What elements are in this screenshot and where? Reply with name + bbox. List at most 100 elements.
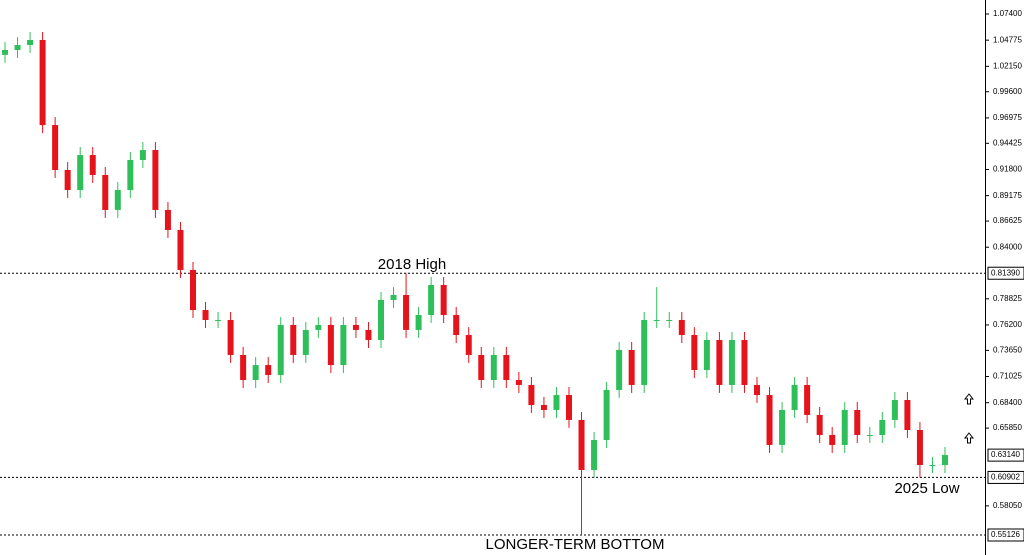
candle-body <box>591 439 598 470</box>
candle-body <box>703 340 710 371</box>
candle-body <box>215 319 222 321</box>
candle-body <box>302 329 309 355</box>
candle-body <box>678 319 685 336</box>
candle-body <box>89 155 96 175</box>
level-box <box>987 528 1024 542</box>
candle-body <box>641 319 648 385</box>
candle-body <box>779 409 786 445</box>
candle-body <box>77 155 84 191</box>
candle-body <box>766 395 773 445</box>
candle-body <box>603 389 610 440</box>
candle-body <box>252 365 259 380</box>
candle-body <box>440 284 447 315</box>
candle-body <box>841 409 848 445</box>
candle-body <box>265 365 272 375</box>
y-tick-label: 1.02150 <box>993 61 1022 70</box>
candle-body <box>453 314 460 336</box>
candle-body <box>754 384 760 396</box>
candle-body <box>728 340 735 385</box>
candle-body <box>102 174 109 210</box>
candle-body <box>891 400 898 420</box>
y-tick-label: 0.68400 <box>993 398 1022 407</box>
annotation: 2018 High <box>378 256 446 273</box>
annotation: LONGER-TERM BOTTOM <box>486 536 665 553</box>
candle-body <box>816 414 823 435</box>
y-tick-label: 0.58050 <box>993 501 1022 510</box>
candle-body <box>52 125 59 170</box>
last-price-box <box>987 448 1024 462</box>
candle-body <box>616 349 623 390</box>
candle-body <box>879 419 886 435</box>
candle-body <box>327 324 334 366</box>
candle-body <box>854 409 861 435</box>
level-label: 0.55126 <box>991 530 1020 539</box>
level-box <box>987 470 1024 484</box>
candle-body <box>515 379 522 385</box>
annotation: 2025 Low <box>894 480 959 497</box>
candle-body <box>403 294 410 330</box>
y-tick-label: 0.91800 <box>993 165 1022 174</box>
candle-body <box>315 324 322 330</box>
candle-body <box>340 324 347 366</box>
y-tick-label: 0.71025 <box>993 372 1022 381</box>
candle-body <box>653 319 660 321</box>
level-label: 0.60902 <box>991 473 1020 482</box>
y-tick-label: 0.84000 <box>993 242 1022 251</box>
y-tick-label: 1.07400 <box>993 9 1022 18</box>
candle-body <box>240 354 247 380</box>
candle-body <box>202 310 209 320</box>
last-price-label: 0.63140 <box>991 450 1020 459</box>
candle-body <box>139 150 146 161</box>
candle-body <box>415 314 422 330</box>
candle-body <box>277 324 284 375</box>
candle-body <box>578 419 585 470</box>
candle-body <box>39 40 46 126</box>
candle-body <box>114 190 121 210</box>
candle-body <box>14 44 21 50</box>
candle-body <box>290 324 297 355</box>
candle-body <box>227 319 234 355</box>
candle-body <box>791 384 798 410</box>
candle-body <box>2 49 8 55</box>
candle-body <box>666 319 673 321</box>
y-tick-label: 0.99600 <box>993 87 1022 96</box>
candle-body <box>164 209 171 230</box>
y-tick-label: 0.96975 <box>993 113 1022 122</box>
candle-body <box>465 335 472 355</box>
candle-body <box>804 384 811 415</box>
candle-body <box>27 40 34 45</box>
candle-body <box>365 329 372 341</box>
candle-body <box>490 354 497 380</box>
candle-body <box>929 464 936 466</box>
candle-body <box>691 335 698 371</box>
candle-body <box>829 434 836 445</box>
candle-body <box>378 299 384 341</box>
candle-body <box>866 434 873 436</box>
candle-body <box>716 340 723 385</box>
y-tick-label: 0.78825 <box>993 294 1022 303</box>
y-tick-label: 0.94425 <box>993 138 1022 147</box>
y-tick-label: 0.73650 <box>993 345 1022 354</box>
candle-body <box>428 284 435 315</box>
y-tick-label: 0.89175 <box>993 191 1022 200</box>
candle-body <box>566 395 572 420</box>
y-tick-label: 0.76200 <box>993 320 1022 329</box>
level-box <box>987 266 1024 280</box>
candle-body <box>942 455 948 465</box>
candle-body <box>540 404 547 410</box>
y-tick-label: 1.04775 <box>993 35 1022 44</box>
level-label: 0.81390 <box>991 268 1020 277</box>
candle-body <box>352 324 359 330</box>
candle-body <box>190 269 196 311</box>
candle-body <box>64 169 71 191</box>
candle-body <box>628 349 635 385</box>
candle-body <box>553 395 560 410</box>
candle-body <box>152 150 159 210</box>
arrow-icons <box>963 393 975 444</box>
candle-body <box>741 340 748 385</box>
candle-body <box>390 294 397 300</box>
candle-body <box>528 384 535 405</box>
candle-body <box>904 400 911 431</box>
